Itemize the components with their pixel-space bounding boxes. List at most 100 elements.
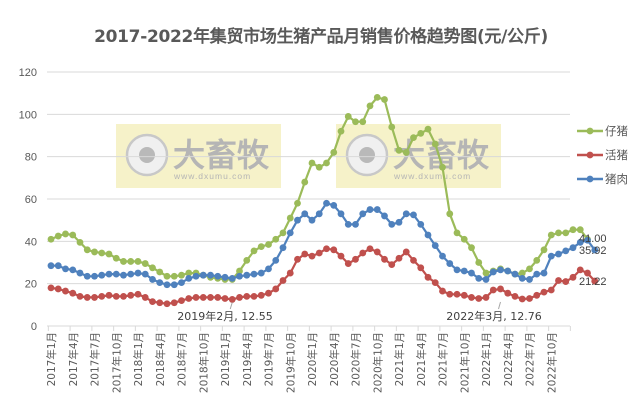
data-point[interactable] [323,159,330,167]
data-point[interactable] [301,178,309,186]
data-point[interactable] [453,266,461,274]
data-point[interactable] [431,279,439,287]
data-point[interactable] [352,221,359,228]
data-point[interactable] [98,292,106,300]
data-point[interactable] [178,297,185,304]
data-point[interactable] [185,295,193,302]
data-point[interactable] [163,272,171,280]
data-point[interactable] [446,260,454,267]
data-point[interactable] [91,294,98,301]
data-point[interactable] [105,270,113,278]
data-point[interactable] [265,265,272,273]
data-point[interactable] [591,246,599,254]
data-point[interactable] [381,212,388,220]
data-point[interactable] [330,201,338,209]
data-point[interactable] [236,294,243,301]
data-point[interactable] [76,269,84,277]
data-point[interactable] [431,242,439,249]
data-point[interactable] [185,269,193,277]
data-point[interactable] [134,258,142,265]
data-point[interactable] [257,291,265,299]
data-point[interactable] [127,291,135,299]
data-point[interactable] [460,235,468,243]
data-point[interactable] [468,244,475,252]
data-point[interactable] [373,94,381,101]
data-point[interactable] [134,290,142,298]
data-point[interactable] [439,163,446,171]
data-point[interactable] [337,210,345,218]
data-point[interactable] [576,238,584,246]
data-point[interactable] [69,231,77,239]
data-point[interactable] [562,278,570,285]
data-point[interactable] [373,248,381,256]
data-point[interactable] [359,249,367,257]
data-point[interactable] [228,274,236,282]
data-point[interactable] [497,285,504,293]
data-point[interactable] [301,210,309,218]
data-point[interactable] [489,286,497,294]
data-point[interactable] [243,292,251,300]
data-point[interactable] [584,269,591,277]
data-point[interactable] [69,289,77,297]
data-point[interactable] [301,250,309,258]
legend-item-活猪[interactable]: 活猪 [577,148,628,162]
data-point[interactable] [424,273,432,281]
data-point[interactable] [359,210,367,218]
data-point[interactable] [228,296,236,303]
data-point[interactable] [424,231,432,239]
data-point[interactable] [207,294,214,301]
data-point[interactable] [134,269,142,277]
data-point[interactable] [156,279,164,287]
data-point[interactable] [112,254,120,262]
data-point[interactable] [257,269,265,277]
data-point[interactable] [504,267,512,275]
data-point[interactable] [279,244,287,252]
data-point[interactable] [54,285,62,293]
data-point[interactable] [308,252,316,260]
data-point[interactable] [279,229,287,237]
data-point[interactable] [526,265,533,273]
data-point[interactable] [518,295,526,303]
data-point[interactable] [192,272,200,280]
data-point[interactable] [366,206,374,213]
data-point[interactable] [569,273,577,281]
data-point[interactable] [555,277,562,284]
data-point[interactable] [359,118,367,126]
data-point[interactable] [337,252,345,260]
data-point[interactable] [141,294,149,301]
data-point[interactable] [221,273,229,281]
data-point[interactable] [54,232,62,240]
data-point[interactable] [265,289,272,297]
data-point[interactable] [279,277,287,284]
data-point[interactable] [460,267,468,275]
data-point[interactable] [482,269,490,277]
data-point[interactable] [373,206,381,213]
data-point[interactable] [149,298,156,306]
data-point[interactable] [163,300,171,308]
data-point[interactable] [272,235,280,243]
data-point[interactable] [344,221,352,228]
data-point[interactable] [395,218,403,226]
data-point[interactable] [156,268,164,276]
data-point[interactable] [178,279,185,287]
data-point[interactable] [460,291,468,299]
data-point[interactable] [482,294,490,301]
data-point[interactable] [540,269,548,277]
data-point[interactable] [156,299,164,307]
data-point[interactable] [250,292,258,300]
data-point[interactable] [388,123,396,131]
data-point[interactable] [199,271,207,279]
data-point[interactable] [69,266,77,274]
data-point[interactable] [83,246,91,254]
data-point[interactable] [105,291,113,299]
data-point[interactable] [315,249,323,257]
data-point[interactable] [576,266,584,274]
data-point[interactable] [555,229,562,237]
data-point[interactable] [243,271,251,279]
data-point[interactable] [381,96,388,103]
data-point[interactable] [453,229,461,237]
data-point[interactable] [91,248,98,256]
data-point[interactable] [323,199,330,207]
data-point[interactable] [286,214,294,222]
data-point[interactable] [76,238,84,246]
